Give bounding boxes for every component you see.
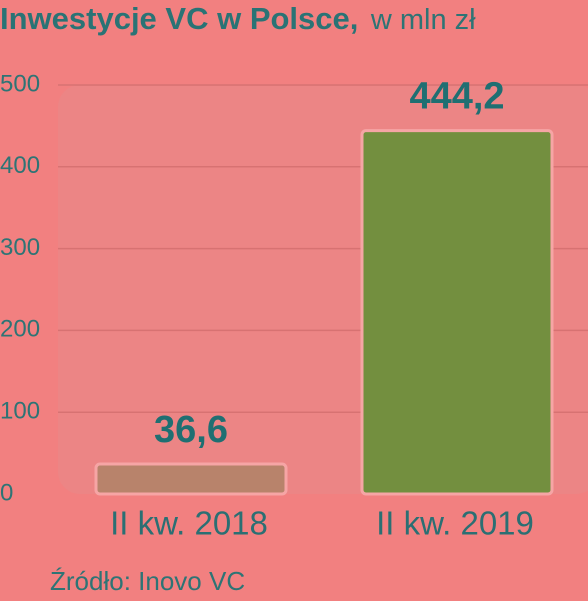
bar xyxy=(94,462,288,496)
source: Źródło: Inovo VC xyxy=(50,566,245,596)
value-label: 36,6 xyxy=(154,409,228,451)
x-tick-label: II kw. 2018 xyxy=(110,505,268,542)
y-tick-label: 400 xyxy=(0,152,40,179)
y-tick-label: 300 xyxy=(0,234,40,261)
y-tick-label: 100 xyxy=(0,398,40,425)
x-tick-label: II kw. 2019 xyxy=(376,505,534,542)
y-tick-label: 0 xyxy=(0,479,13,506)
bar xyxy=(360,129,554,496)
y-tick-label: 200 xyxy=(0,316,40,343)
chart-title: Inwestycje VC w Polsce, w mln zł xyxy=(0,1,476,36)
value-label: 444,2 xyxy=(409,76,504,118)
y-tick-label: 500 xyxy=(0,70,40,97)
